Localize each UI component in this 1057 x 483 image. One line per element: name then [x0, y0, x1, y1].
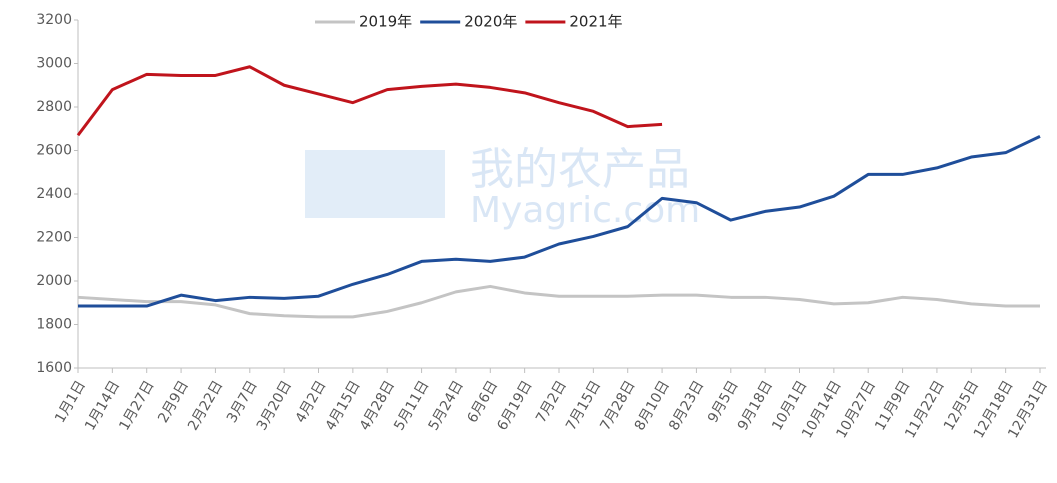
x-tick-label: 9月5日 [705, 378, 742, 426]
watermark-text: 我的农产品 [470, 144, 690, 195]
x-tick-label: 7月2日 [533, 378, 570, 426]
x-tick-label: 3月7日 [224, 378, 261, 426]
x-tick-label: 4月2日 [293, 378, 330, 426]
x-tick-label: 2月9日 [155, 378, 192, 426]
y-tick-label: 3000 [36, 56, 72, 72]
y-tick-label: 1600 [36, 360, 72, 376]
legend-label: 2019年 [359, 13, 412, 31]
series-line [78, 135, 1041, 308]
x-tick-label: 6月6日 [464, 378, 501, 426]
y-tick-label: 3200 [36, 12, 72, 28]
y-tick-label: 2800 [36, 99, 72, 115]
watermark: 我的农产品 Myagric.com [305, 144, 700, 231]
watermark-url: Myagric.com [470, 190, 700, 231]
series-line [77, 284, 1040, 319]
watermark-logo [305, 150, 445, 218]
y-tick-label: 2200 [36, 230, 72, 246]
y-tick-label: 2600 [36, 143, 72, 159]
y-tick-label: 2400 [36, 186, 72, 202]
legend-label: 2020年 [464, 13, 517, 31]
x-tick-label: 1月1日 [52, 378, 89, 426]
y-tick-label: 1800 [36, 317, 72, 333]
y-tick-label: 2000 [36, 273, 72, 289]
series-line [76, 65, 663, 137]
legend-label: 2021年 [569, 13, 622, 31]
